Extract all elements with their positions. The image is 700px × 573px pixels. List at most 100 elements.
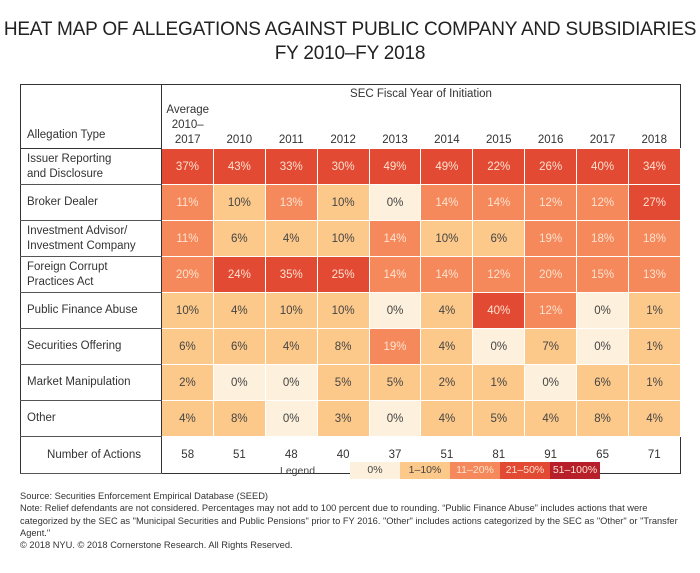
table-row: Issuer Reporting and Disclosure 37% 43% 33% 3…: [20, 148, 681, 185]
heatmap-cell: 5%: [368, 364, 422, 401]
heatmap-cell: 12%: [576, 184, 630, 221]
heatmap-cell: 10%: [161, 292, 214, 329]
row-label: Issuer Reporting and Disclosure: [20, 148, 162, 185]
cell-value: 0%: [594, 304, 611, 317]
column-group-label: SEC Fiscal Year of Initiation: [350, 88, 492, 100]
row-label-line: Investment Company: [27, 239, 136, 252]
heatmap-cell: 6%: [212, 220, 266, 257]
heatmap-cell: 13%: [628, 256, 681, 293]
heatmap-cell: 5%: [472, 400, 526, 437]
chart-title-line-2: FY 2010–FY 2018: [274, 43, 426, 64]
cell-value: 1%: [646, 304, 663, 317]
table-row: Other 4% 8% 0% 3% 0% 4% 5% 4% 8% 4%: [20, 400, 681, 437]
row-label: Securities Offering: [20, 328, 162, 365]
table-row: Market Manipulation 2% 0% 0% 5% 5% 2% 1% 0% 6% 1%: [20, 364, 681, 401]
cell-value: 6%: [594, 376, 611, 389]
heatmap-cell: 37%: [161, 148, 214, 185]
cell-value: 19%: [539, 232, 563, 245]
heatmap-cell: 19%: [368, 328, 422, 365]
cell-value: 3%: [334, 412, 352, 425]
heatmap-cell: 7%: [524, 328, 578, 365]
heatmap-cell: 35%: [264, 256, 318, 293]
heatmap-cell: 0%: [368, 292, 422, 329]
heatmap-cell: 40%: [576, 148, 630, 185]
row-label: Other: [20, 400, 162, 437]
cell-value: 5%: [490, 412, 508, 425]
cell-value: 10%: [435, 232, 459, 245]
chart-title-line-1: HEAT MAP OF ALLEGATIONS AGAINST PUBLIC C…: [3, 19, 697, 40]
heatmap-cell: 6%: [576, 364, 630, 401]
cell-value: 4%: [646, 412, 663, 425]
cell-value: 0%: [542, 376, 559, 389]
cell-value: 11%: [176, 232, 199, 245]
table-row: Foreign Corrupt Practices Act 20% 24% 35% 25%…: [20, 256, 681, 293]
heatmap-cell: 4%: [420, 328, 474, 365]
heatmap-cell: 6%: [212, 328, 266, 365]
row-header-label: Allegation Type: [20, 84, 162, 149]
heatmap-cell: 13%: [264, 184, 318, 221]
heatmap-cell: 4%: [524, 400, 578, 437]
source-note: Source: Securities Enforcement Empirical…: [20, 491, 269, 501]
heatmap-cell: 10%: [316, 220, 370, 257]
cell-value: 35%: [279, 268, 303, 281]
heatmap-cell: 14%: [420, 256, 474, 293]
heatmap-cell: 18%: [576, 220, 630, 257]
cell-value: 6%: [179, 340, 196, 353]
cell-value: 1%: [490, 376, 508, 389]
heatmap-cell: 12%: [524, 292, 578, 329]
heatmap-cell: 26%: [524, 148, 578, 185]
note-text: Note: Relief defendants are not consider…: [20, 503, 678, 538]
heatmap-cell: 40%: [472, 292, 526, 329]
cell-value: 4%: [542, 412, 559, 425]
cell-value: 0%: [490, 340, 508, 353]
heatmap-cell: 22%: [472, 148, 526, 185]
cell-value: 20%: [175, 268, 199, 281]
heatmap-cell: 10%: [316, 292, 370, 329]
column-header-line: Average: [166, 104, 210, 116]
cell-value: 12%: [539, 196, 563, 209]
row-label-line: Foreign Corrupt: [27, 260, 108, 273]
column-header-line: 2010–2017: [171, 119, 204, 146]
legend: Legend 0% 1–10% 11–20% 21–50% 51–100%: [280, 462, 600, 479]
heatmap-cell: 20%: [161, 256, 214, 293]
column-header: 2012: [317, 103, 369, 149]
column-header: 2018: [629, 103, 681, 149]
column-header: 2014: [421, 103, 473, 149]
cell-value: 4%: [282, 340, 300, 353]
heatmap-cell: 0%: [264, 400, 318, 437]
row-label-line: Broker Dealer: [27, 196, 98, 208]
heatmap-cell: 10%: [420, 220, 474, 257]
column-header: 2017: [577, 103, 629, 149]
cell-value: 0%: [594, 340, 611, 353]
legend-swatch: 1–10%: [400, 462, 450, 479]
totals-value: 71: [628, 436, 681, 474]
column-header-line: 2018: [641, 134, 668, 146]
cell-value: 2%: [179, 376, 196, 389]
cell-value: 49%: [435, 160, 459, 173]
heatmap-cell: 10%: [212, 184, 266, 221]
heatmap-cell: 0%: [576, 292, 630, 329]
cell-value: 10%: [279, 304, 303, 317]
heatmap-cell: 14%: [368, 256, 422, 293]
legend-title: Legend: [280, 464, 316, 477]
row-label-line: Securities Offering: [27, 340, 122, 352]
cell-value: 33%: [279, 160, 303, 173]
column-header: 2011: [265, 103, 317, 149]
legend-swatch: 51–100%: [550, 462, 600, 479]
heatmap-cell: 19%: [524, 220, 578, 257]
heatmap-cell: 0%: [472, 328, 526, 365]
cell-value: 14%: [383, 232, 407, 245]
heatmap-cell: 4%: [628, 400, 681, 437]
cell-value: 5%: [334, 376, 352, 389]
row-label: Market Manipulation: [20, 364, 162, 401]
heatmap-table: Allegation Type SEC Fiscal Year of Initi…: [20, 84, 681, 474]
totals-value: 51: [213, 436, 266, 474]
heatmap-cell: 0%: [212, 364, 266, 401]
column-header: 2013: [369, 103, 421, 149]
heatmap-cell: 1%: [628, 328, 681, 365]
cell-value: 1%: [646, 376, 663, 389]
heatmap-cell: 14%: [420, 184, 474, 221]
cell-value: 8%: [334, 340, 352, 353]
cell-value: 10%: [175, 304, 199, 317]
footnotes: Source: Securities Enforcement Empirical…: [20, 490, 690, 551]
